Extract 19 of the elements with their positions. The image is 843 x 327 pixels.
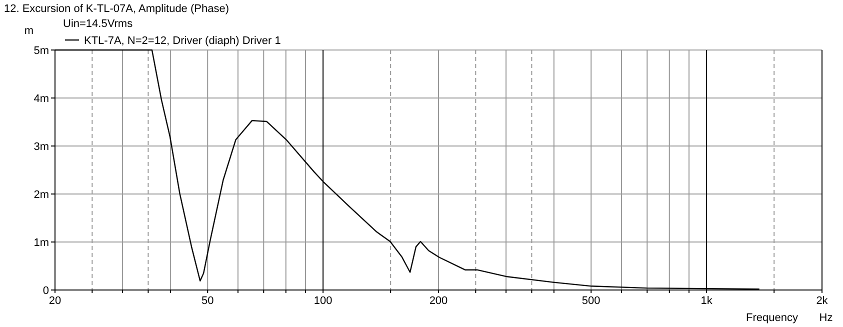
y-tick-label: 4m [34, 92, 49, 105]
x-tick-label: 500 [582, 295, 600, 307]
y-tick-label: 0 [42, 284, 49, 297]
x-tick-label: 200 [429, 295, 448, 307]
x-tick-label: 100 [314, 295, 332, 307]
x-tick-label: 1k [700, 295, 713, 307]
text: Hz [819, 312, 833, 324]
chart-title: 12. Excursion of K-TL-07A, Amplitude (Phase) [4, 3, 229, 15]
chart-subtitle: Uin=14.5Vrms [63, 18, 134, 30]
y-tick-label: 2m [34, 188, 49, 201]
y-axis-title: m [24, 25, 34, 37]
y-tick-label: 1m [34, 236, 49, 249]
y-tick-label: 3m [34, 140, 49, 153]
x-tick-label: 50 [201, 295, 214, 307]
y-tick-label: 5m [34, 44, 49, 57]
x-axis-title: Frequency [746, 312, 798, 324]
x-tick-label: 2k [816, 295, 828, 307]
legend-label: KTL-7A, N=2=12, Driver (diaph) Driver 1 [84, 34, 281, 47]
x-tick-label: 20 [48, 295, 62, 307]
